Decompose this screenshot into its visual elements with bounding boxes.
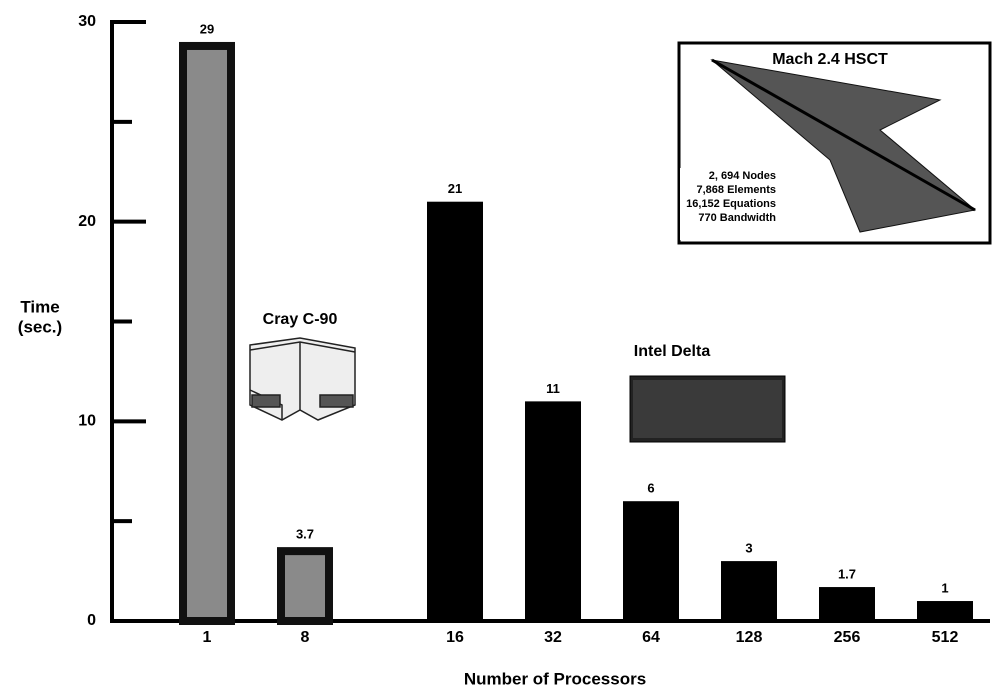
bar	[721, 561, 777, 621]
x-tick-label: 1	[203, 629, 212, 646]
series-label: Cray C-90	[263, 311, 338, 328]
x-tick-label: 32	[544, 629, 562, 646]
data-label: 11	[546, 381, 560, 396]
inset-line: 2, 694 Nodes	[709, 170, 776, 182]
x-tick-label: 128	[736, 629, 763, 646]
bar	[277, 547, 333, 626]
data-label: 6	[647, 481, 654, 496]
y-tick-label: 10	[78, 413, 96, 430]
data-label: 1	[941, 580, 948, 595]
bar	[427, 201, 483, 621]
inset-line: 770 Bandwidth	[698, 212, 776, 224]
bar	[525, 401, 581, 621]
intel-icon	[629, 375, 786, 443]
y-tick-label: 0	[87, 612, 96, 629]
y-axis-label: (sec.)	[18, 317, 62, 336]
data-label: 1.7	[838, 566, 856, 581]
x-axis-label: Number of Processors	[464, 669, 646, 688]
inset-line: 7,868 Elements	[697, 184, 777, 196]
x-tick-label: 8	[301, 629, 310, 646]
inset-line: 16,152 Equations	[686, 198, 776, 210]
bar	[179, 41, 235, 625]
aircraft-spine	[711, 58, 976, 212]
inset-title: Mach 2.4 HSCT	[772, 51, 888, 68]
x-tick-label: 16	[446, 629, 464, 646]
data-label: 29	[200, 21, 214, 36]
x-tick-label: 64	[642, 629, 660, 646]
bar	[917, 601, 973, 621]
x-tick-label: 256	[834, 629, 861, 646]
data-label: 3	[745, 541, 752, 556]
y-tick-label: 20	[78, 213, 96, 230]
cray-icon	[249, 337, 356, 421]
y-axis-label: Time	[20, 297, 59, 316]
bar	[623, 501, 679, 621]
y-tick-label: 30	[78, 13, 96, 30]
bar	[819, 587, 875, 621]
inset-legend-bg	[680, 168, 818, 240]
x-tick-label: 512	[932, 629, 959, 646]
data-label: 3.7	[296, 527, 314, 542]
data-label: 21	[448, 181, 462, 196]
series-label: Intel Delta	[634, 343, 711, 360]
